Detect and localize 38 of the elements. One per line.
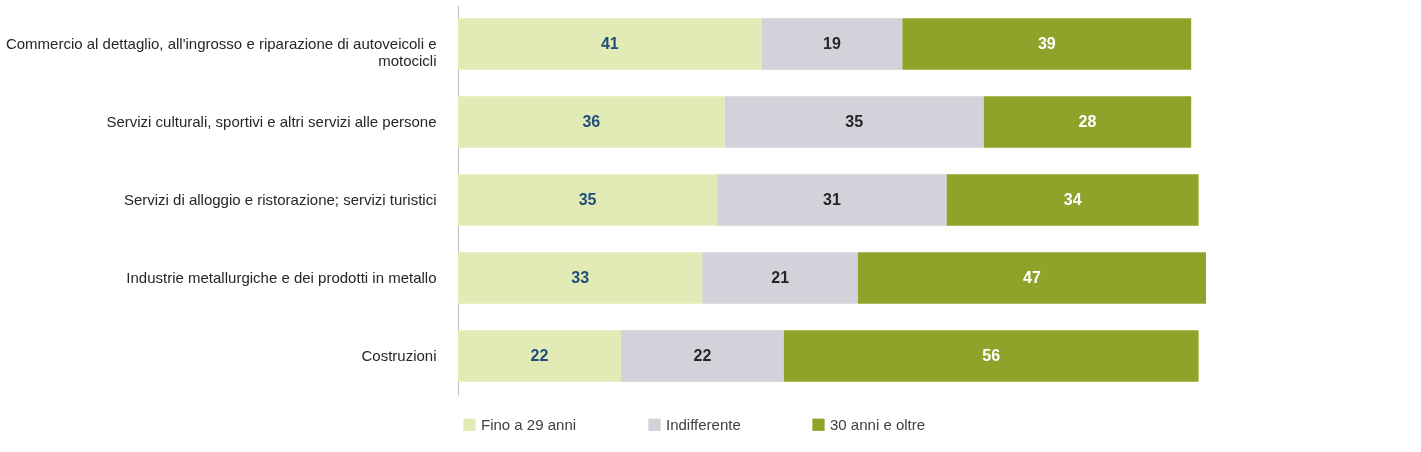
data-label: 35 (845, 113, 864, 130)
legend-label: 30 anni e oltre (830, 415, 926, 433)
y-tick-label: Servizi di alloggio e ristorazione; servizi turistici (123, 191, 437, 208)
data-label: 36 (582, 113, 601, 130)
bar (761, 18, 903, 70)
data-label: 28 (1078, 113, 1097, 130)
y-tick-label: Commercio al dettaglio, all'ingrosso e riparazione di autoveicoli e motocicli (5, 35, 437, 69)
data-label: 34 (1063, 191, 1082, 208)
data-label: 35 (578, 191, 597, 208)
bar (458, 252, 703, 304)
data-label: 47 (1023, 269, 1041, 286)
bar (724, 96, 984, 148)
legend-label: Indifferente (666, 415, 741, 433)
data-label: 39 (1037, 35, 1056, 52)
data-label: 19 (823, 35, 841, 52)
data-label: 56 (982, 347, 1001, 364)
bar (902, 18, 1192, 70)
bar (783, 330, 1199, 382)
y-tick-label: Servizi culturali, sportivi e altri servizi alle persone (106, 113, 437, 130)
data-label: 31 (823, 191, 841, 208)
y-tick-label: Industrie metallurgiche e dei prodotti in metallo (126, 269, 437, 286)
bar (717, 174, 947, 226)
bar (620, 330, 784, 382)
bar (458, 330, 621, 382)
data-label: 41 (600, 35, 619, 52)
data-label: 21 (771, 269, 790, 286)
bar (946, 174, 1199, 226)
data-label: 33 (571, 269, 590, 286)
bar (702, 252, 858, 304)
bar (857, 252, 1206, 304)
data-label: 22 (530, 347, 549, 364)
y-tick-label: Costruzioni (361, 347, 437, 364)
bar (458, 96, 725, 148)
data-label: 22 (693, 347, 712, 364)
bar (458, 174, 718, 226)
legend-label: Fino a 29 anni (481, 415, 577, 433)
bar (983, 96, 1192, 148)
bar (458, 18, 762, 70)
